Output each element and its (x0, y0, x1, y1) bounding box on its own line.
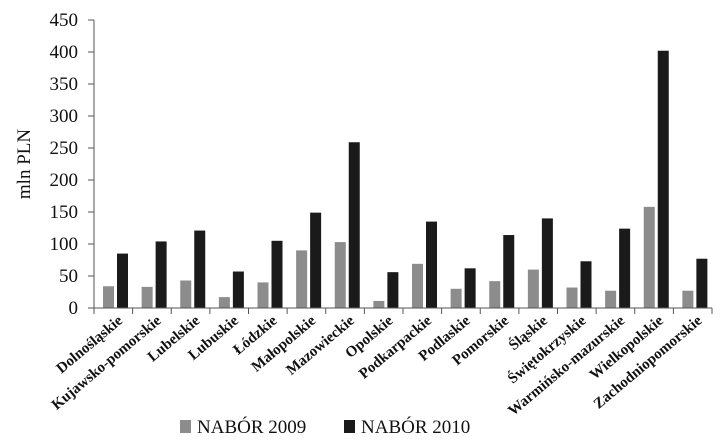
bar-nabor-2010 (310, 212, 322, 308)
bar-nabor-2009 (566, 287, 578, 308)
y-tick-label: 450 (50, 10, 79, 31)
y-tick-label: 200 (50, 170, 79, 191)
bar-nabor-2009 (605, 290, 617, 308)
bar-nabor-2009 (527, 269, 539, 308)
bar-nabor-2010 (155, 241, 167, 308)
y-tick-label: 150 (50, 202, 79, 223)
legend-swatch (180, 420, 191, 433)
bar-nabor-2010 (117, 253, 128, 308)
bar-nabor-2010 (541, 218, 553, 308)
bar-nabor-2010 (657, 50, 669, 308)
bar-nabor-2009 (103, 286, 114, 308)
y-axis-title: mln PLN (14, 129, 35, 199)
bar-nabor-2009 (643, 206, 655, 308)
legend-label: NABÓR 2010 (361, 416, 470, 438)
chart-axes (93, 20, 713, 314)
bar-nabor-2010 (387, 272, 399, 308)
y-axis-ticks: 0 50 100 150 200 250 300 350 400 450 (50, 10, 94, 319)
y-tick-label: 300 (50, 106, 79, 127)
bar-nabor-2009 (489, 281, 501, 308)
bar-nabor-2010 (696, 258, 708, 308)
bar-nabor-2010 (503, 235, 515, 308)
x-axis-labels: DolnośląskieKujawsko-pomorskieLubelskieL… (49, 312, 706, 420)
bar-nabor-2010 (619, 228, 631, 308)
bar-nabor-2010 (271, 240, 283, 308)
legend-label: NABÓR 2009 (197, 416, 306, 438)
bar-nabor-2009 (218, 297, 230, 308)
y-tick-label: 100 (50, 234, 79, 255)
y-tick-label: 0 (69, 298, 79, 319)
bar-nabor-2010 (426, 221, 437, 308)
legend-swatch (344, 420, 355, 433)
bar-nabor-2010 (348, 142, 360, 308)
bar-nabor-2009 (682, 290, 694, 308)
y-tick-label: 250 (50, 138, 79, 159)
bar-nabor-2009 (450, 288, 462, 308)
bar-nabor-2009 (257, 282, 269, 308)
bar-nabor-2010 (232, 271, 244, 308)
bar-nabor-2009 (180, 280, 192, 308)
bar-nabor-2010 (580, 261, 592, 308)
bar-nabor-2009 (412, 263, 423, 308)
bar-nabor-2010 (464, 268, 476, 308)
y-tick-label: 350 (50, 74, 79, 95)
y-tick-label: 50 (59, 266, 78, 287)
chart-legend: NABÓR 2009 NABÓR 2010 (180, 416, 470, 438)
bar-nabor-2009 (373, 300, 385, 308)
chart-bars (103, 50, 708, 308)
bar-nabor-2009 (296, 250, 308, 308)
y-tick-label: 400 (50, 42, 79, 63)
bar-nabor-2009 (141, 286, 153, 308)
bar-nabor-2010 (194, 230, 206, 308)
bar-nabor-2009 (334, 242, 346, 308)
